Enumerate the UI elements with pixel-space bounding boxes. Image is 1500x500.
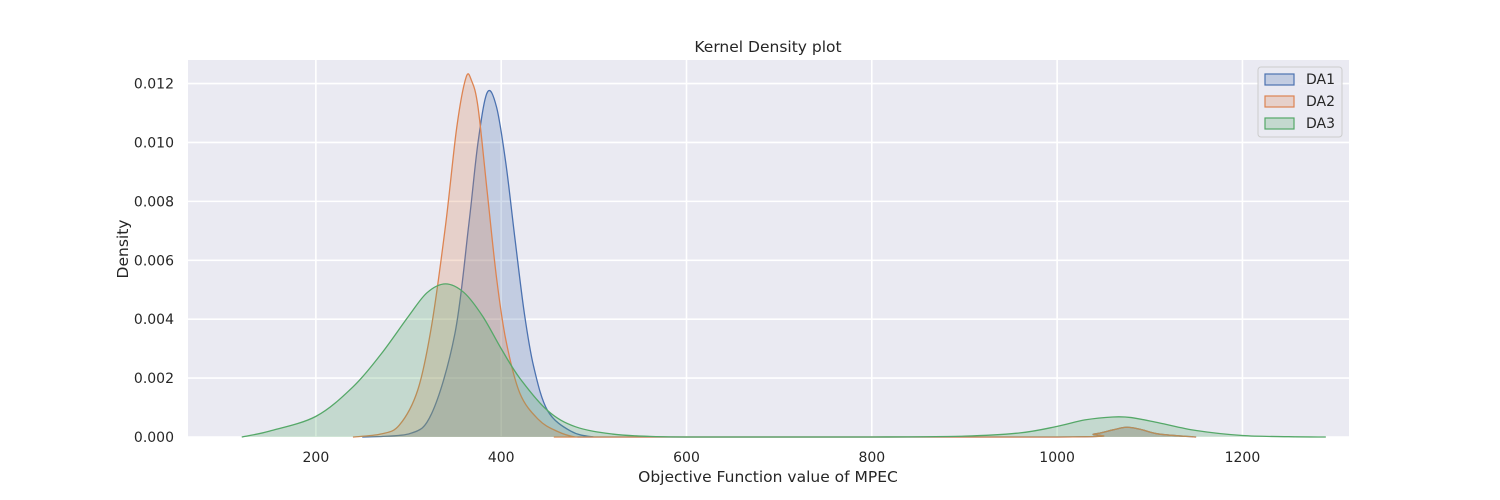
y-axis-label: Density <box>114 220 132 279</box>
y-tick-label: 0.006 <box>134 253 174 269</box>
y-tick-label: 0.008 <box>134 194 174 210</box>
legend-swatch-da3 <box>1264 117 1295 130</box>
x-tick-label: 400 <box>488 450 515 466</box>
series-layer <box>241 73 1326 438</box>
legend-label-da2: DA2 <box>1306 94 1335 110</box>
legend-swatch-da1 <box>1264 73 1295 86</box>
x-tick-labels: 200 400 600 800 1000 1200 <box>303 450 1261 466</box>
y-tick-label: 0.010 <box>134 135 174 151</box>
x-axis-label: Objective Function value of MPEC <box>638 468 898 486</box>
density-area-da3 <box>241 283 1326 437</box>
x-tick-label: 200 <box>303 450 330 466</box>
plot-area <box>188 60 1349 437</box>
grid-lines <box>188 60 1349 438</box>
density-line-da3 <box>241 283 1326 438</box>
y-tick-labels: 0.000 0.002 0.004 0.006 0.008 0.010 0.012 <box>134 77 174 446</box>
chart-title: Kernel Density plot <box>694 38 841 56</box>
density-area-da2 <box>352 73 1197 438</box>
x-tick-label: 1200 <box>1225 450 1261 466</box>
x-tick-label: 800 <box>858 450 885 466</box>
legend-label-da1: DA1 <box>1306 72 1335 88</box>
y-tick-label: 0.000 <box>134 430 174 446</box>
density-line-da2 <box>352 73 1197 438</box>
legend: DA1 DA2 DA3 <box>1257 66 1343 138</box>
legend-swatch-da2 <box>1264 95 1295 108</box>
density-area-da1 <box>362 90 1197 437</box>
y-tick-label: 0.004 <box>134 312 174 328</box>
legend-label-da3: DA3 <box>1306 116 1335 132</box>
x-tick-label: 600 <box>673 450 700 466</box>
y-tick-label: 0.012 <box>134 77 174 93</box>
y-tick-label: 0.002 <box>134 371 174 387</box>
x-tick-label: 1000 <box>1039 450 1075 466</box>
